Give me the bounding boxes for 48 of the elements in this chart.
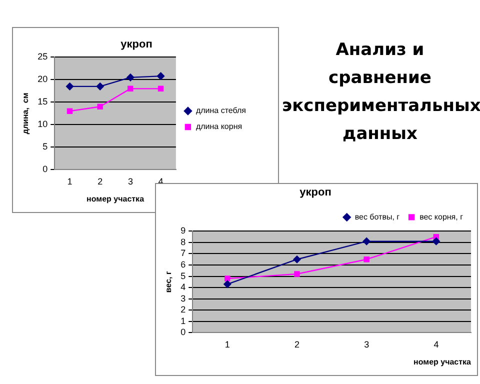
y-tick-label: 3 xyxy=(180,293,186,304)
y-tick-label: 7 xyxy=(180,248,186,258)
x-tick-label: 1 xyxy=(67,176,72,186)
y-tick-label: 0 xyxy=(42,164,48,174)
y-tick-label: 5 xyxy=(180,270,186,281)
chart-title: укроп xyxy=(120,38,152,51)
y-axis-title: длина, см xyxy=(21,92,30,134)
y-axis-title: вес, г xyxy=(164,270,174,293)
y-tick-label: 0 xyxy=(180,327,186,338)
x-tick-label: 2 xyxy=(294,339,300,350)
y-tick-label: 25 xyxy=(38,52,48,62)
point xyxy=(432,238,440,246)
x-tick-label: 3 xyxy=(128,176,133,186)
y-tick-label: 2 xyxy=(180,304,186,315)
point xyxy=(224,276,230,282)
point xyxy=(364,256,370,262)
point xyxy=(294,271,300,277)
point xyxy=(224,280,232,288)
y-tick-label: 8 xyxy=(180,236,186,247)
x-axis-title: номер участка xyxy=(414,357,472,366)
y-tick-label: 10 xyxy=(38,119,48,130)
point xyxy=(97,104,103,110)
point xyxy=(293,256,301,264)
legend-label: вес корня, г xyxy=(420,212,464,222)
y-tick-label: 1 xyxy=(180,316,186,326)
y-tick-label: 15 xyxy=(38,96,48,107)
point xyxy=(66,82,74,90)
point xyxy=(126,74,134,82)
chart-title: укроп xyxy=(300,186,332,199)
y-tick-label: 6 xyxy=(180,259,186,270)
legend-label: вес ботвы, г xyxy=(354,212,400,222)
x-tick-label: 1 xyxy=(224,339,230,350)
point xyxy=(156,72,165,80)
legend-label: длина корня xyxy=(196,122,242,132)
point xyxy=(128,86,134,92)
point xyxy=(96,82,104,90)
point xyxy=(362,238,370,246)
y-tick-label: 4 xyxy=(180,282,186,292)
x-axis-title: номер участка xyxy=(86,194,145,204)
x-tick-label: 3 xyxy=(364,339,370,350)
point xyxy=(158,86,164,92)
point xyxy=(66,108,73,114)
x-tick-label: 2 xyxy=(98,176,103,186)
legend-label: длина стебля xyxy=(196,106,246,116)
y-tick-label: 5 xyxy=(42,142,48,152)
y-tick-label: 20 xyxy=(38,74,48,84)
y-tick-label: 9 xyxy=(180,226,186,236)
x-tick-label: 4 xyxy=(434,339,439,350)
